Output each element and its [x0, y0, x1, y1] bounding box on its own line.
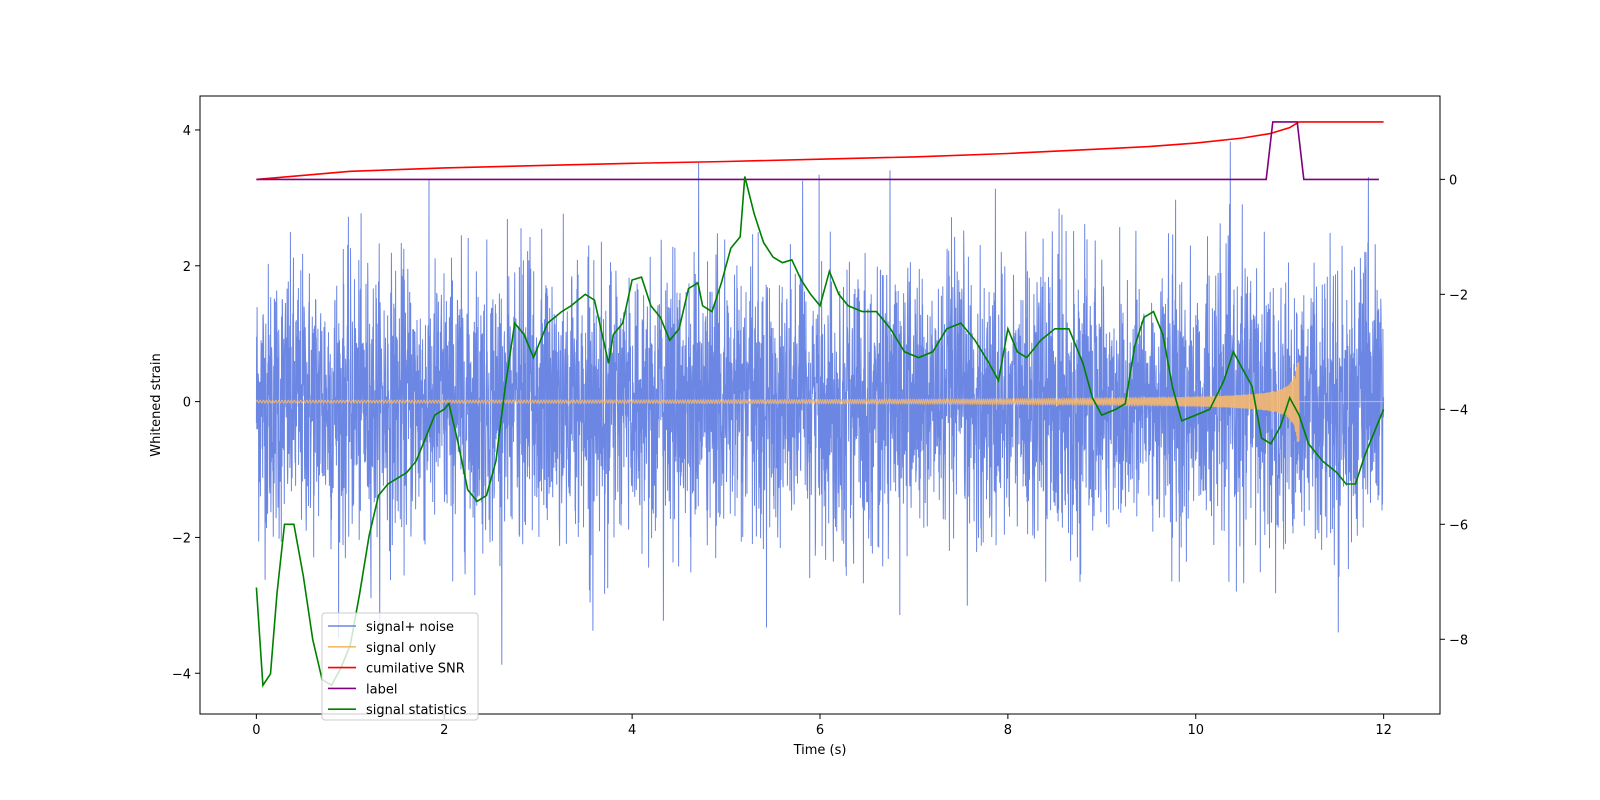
x-tick-label: 12	[1375, 723, 1392, 738]
x-tick-label: 8	[1004, 723, 1012, 738]
signal-only-line	[255, 362, 1384, 443]
y-axis-left: −4 −2 0 2 4	[172, 124, 200, 682]
legend-label: label	[366, 682, 397, 697]
legend-box	[321, 612, 479, 721]
label-line	[256, 121, 1379, 181]
x-tick-label: 0	[252, 723, 260, 738]
y2-tick-label: −4	[1449, 403, 1468, 418]
signal-noise-line	[255, 141, 1385, 665]
legend-label: signal only	[366, 641, 436, 656]
x-tick-label: 6	[816, 723, 824, 738]
y-tick-label: 4	[183, 124, 191, 139]
legend-label: cumilative SNR	[366, 662, 465, 677]
legend: signal+ noise signal only cumilative SNR la…	[321, 612, 479, 721]
x-axis-label: Time (s)	[793, 743, 847, 758]
y2-tick-label: −2	[1449, 288, 1468, 303]
x-tick-label: 2	[440, 723, 448, 738]
y-tick-label: 2	[183, 260, 191, 275]
y-axis-label: Whitened strain	[149, 353, 164, 456]
legend-label: signal+ noise	[366, 620, 454, 635]
plot-area	[255, 121, 1385, 688]
y2-tick-label: −8	[1449, 633, 1468, 648]
x-tick-label: 4	[628, 723, 636, 738]
signal-statistics-line	[255, 176, 1385, 688]
legend-label: signal statistics	[366, 703, 467, 718]
x-tick-label: 10	[1187, 723, 1204, 738]
y2-tick-label: −6	[1449, 518, 1468, 533]
y-tick-label: −4	[172, 667, 191, 682]
y-axis-right: −8 −6 −4 −2 0	[1440, 173, 1468, 648]
cumulative-snr-line	[256, 121, 1384, 181]
y2-tick-label: 0	[1449, 173, 1457, 188]
y-tick-label: −2	[172, 531, 191, 546]
y-tick-label: 0	[183, 396, 191, 411]
